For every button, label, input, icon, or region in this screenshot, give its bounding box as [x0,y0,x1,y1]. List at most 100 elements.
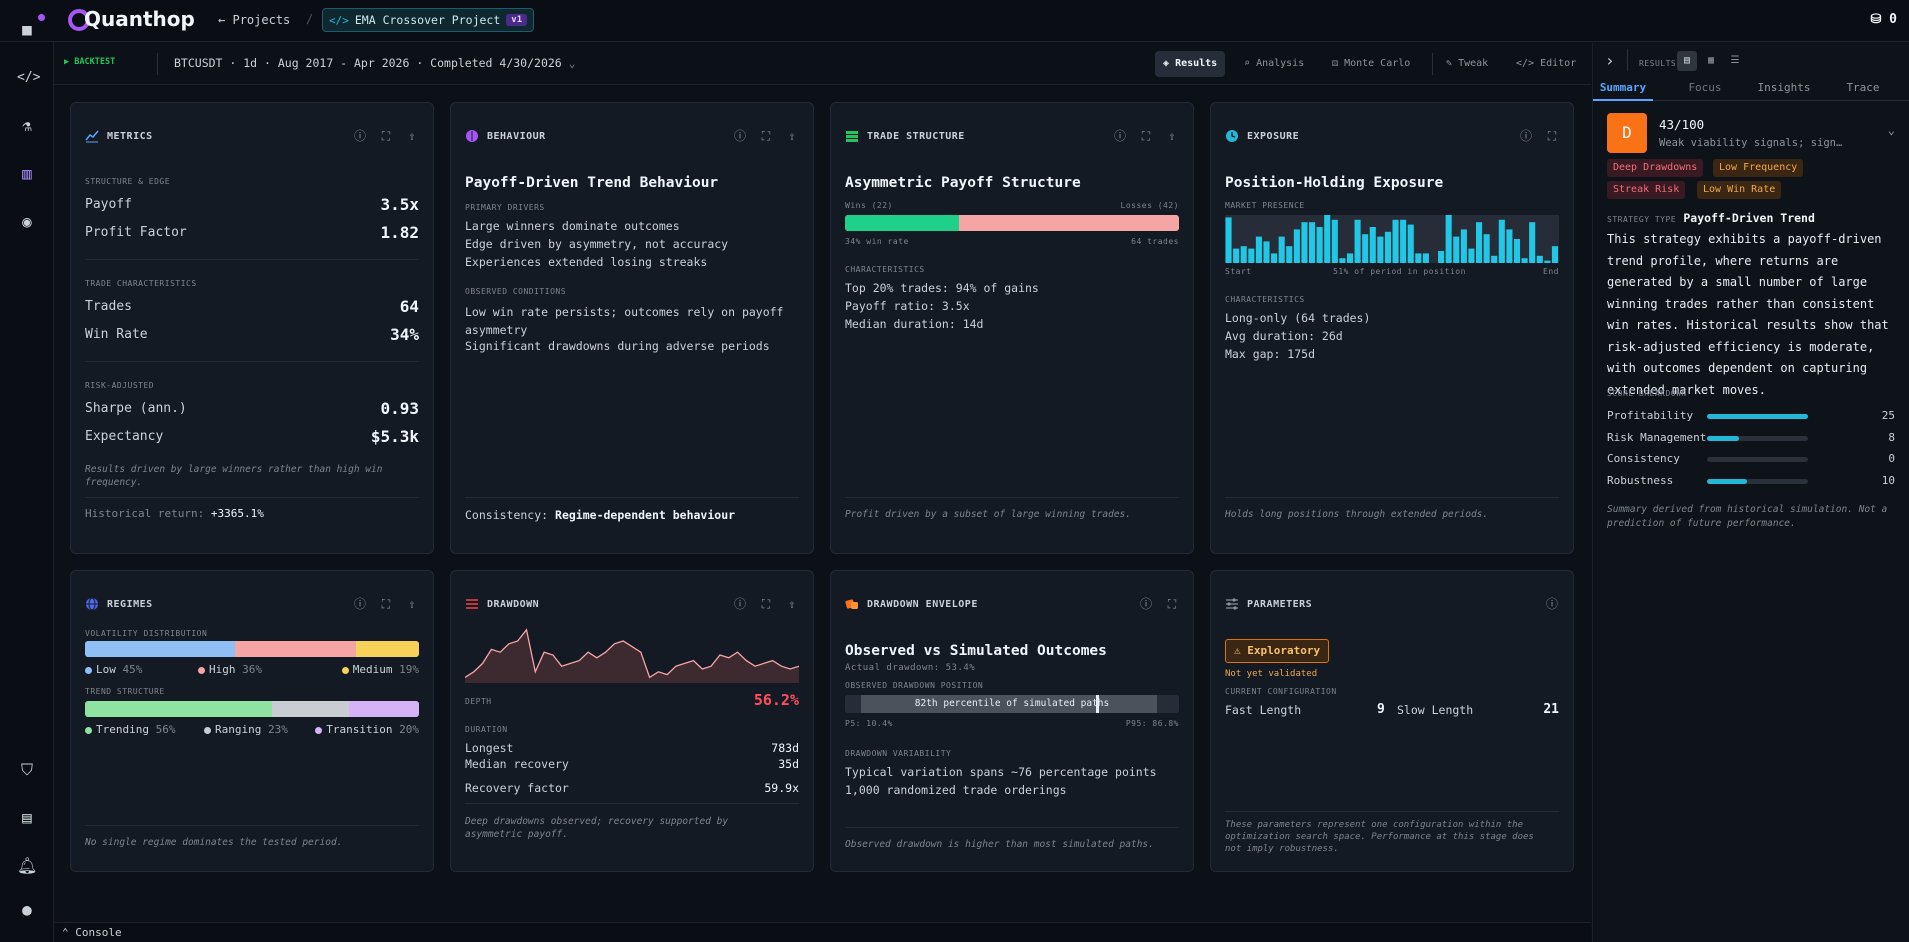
legend-name: Medium [352,663,393,676]
score-value: 8 [1888,430,1895,444]
credits[interactable]: ⛁ 0 [1870,12,1897,27]
score-label: Robustness [1607,473,1674,487]
book-icon[interactable]: ▤ [22,808,32,827]
score-label: Consistency [1607,452,1680,465]
section-caption: DRAWDOWN VARIABILITY [845,749,952,758]
bell-icon[interactable]: 🔔︎ [17,856,38,875]
tab-analysis[interactable]: ⌕ Analysis [1244,51,1304,77]
section-caption: CURRENT CONFIGURATION [1225,687,1337,696]
doc-view-icon[interactable]: ▤ [1677,51,1697,71]
layers-icon: ◈ [1163,58,1170,69]
exposure-bar [1460,229,1467,263]
drawdown-envelope-card: DRAWDOWN ENVELOPE ⓘ ⛶ Observed vs Simula… [830,570,1194,872]
variability-item: 1,000 randomized trade orderings [845,783,1067,797]
tag-deep-drawdowns: Deep Drawdowns [1607,159,1704,177]
user-icon[interactable]: ● [22,900,32,919]
legend-ranging: Ranging 23% [204,723,288,736]
driver-item: Edge driven by asymmetry, not accuracy [465,237,729,251]
param-value[interactable]: 9 [1377,702,1385,717]
expand-icon[interactable]: ⛶ [1141,129,1151,143]
tab-monte-carlo[interactable]: ⚄ Monte Carlo [1332,51,1410,77]
exposure-bar [1422,253,1429,263]
legend-dot [315,726,323,734]
driver-item: Large winners dominate outcomes [465,219,680,233]
tab-editor[interactable]: </> Editor [1516,51,1576,77]
exposure-bar [1278,236,1285,263]
folder-icon[interactable]: ■ [22,20,32,39]
info-icon[interactable]: ⓘ [353,597,366,611]
exposure-bar [1225,217,1232,263]
tab-trace[interactable]: Trace [1846,81,1880,94]
arrow-left-icon: ← [218,13,226,27]
logo-text[interactable]: Quanthop [84,7,195,31]
p95-label: P95: 86.8% [1125,719,1179,728]
warning-icon: ⚠ [1234,644,1241,657]
export-icon[interactable]: ⇪ [1168,129,1176,143]
expand-icon[interactable]: ⛶ [381,129,391,143]
expand-icon[interactable]: ⛶ [761,129,771,143]
param-value[interactable]: 21 [1543,702,1559,717]
regime-segment [272,701,349,717]
export-icon[interactable]: ⇪ [408,597,416,611]
export-icon[interactable]: ⇪ [788,129,796,143]
info-icon[interactable]: ⓘ [1139,597,1152,611]
exposure-bar [1483,234,1490,263]
run-info-select[interactable]: BTCUSDT · 1d · Aug 2017 - Apr 2026 · Com… [174,56,576,70]
list-view-icon[interactable]: ☰ [1730,55,1740,66]
tab-insights[interactable]: Insights [1757,81,1811,94]
score-fill [1707,478,1748,484]
expand-icon[interactable]: ⛶ [1167,597,1177,611]
flask-icon[interactable]: ⚗ [22,116,32,135]
divider [1432,53,1433,75]
sliders-icon [1226,598,1238,610]
code-icon[interactable]: </> [17,70,41,85]
info-icon[interactable]: ⓘ [1545,597,1558,611]
strategy-description: This strategy exhibits a payoff-driven t… [1607,232,1889,397]
console-toggle[interactable]: ⌃ Console [62,926,122,939]
trades-label: 64 trades [1131,237,1179,246]
info-icon[interactable]: ⓘ [733,129,746,143]
tab-focus[interactable]: Focus [1688,81,1722,94]
logo-icon[interactable] [68,9,90,31]
tab-tweak[interactable]: ✎ Tweak [1446,51,1488,77]
export-icon[interactable]: ⇪ [408,129,416,143]
shield-icon[interactable]: ⛉ [20,760,33,779]
exposure-bar [1240,246,1247,263]
tab-summary[interactable]: Summary [1593,77,1653,101]
characteristic: Avg duration: 26d [1225,329,1343,343]
variability-item: Typical variation spans ~76 percentage p… [845,765,1157,779]
expand-icon[interactable]: ⛶ [381,597,391,611]
export-icon[interactable]: ⇪ [788,597,796,611]
hist-value: +3365.1% [210,507,264,520]
dice-icon [845,599,858,609]
exposure-bar [1271,253,1278,263]
metric-value: 3.5x [380,195,419,214]
expand-icon[interactable]: ⛶ [761,597,771,611]
section-caption: OBSERVED DRAWDOWN POSITION [845,681,984,690]
brain-icon[interactable]: ◉ [22,212,32,231]
divider [1627,49,1628,71]
card-heading: Payoff-Driven Trend Behaviour [465,175,719,191]
regimes-card: REGIMES ⓘ ⛶ ⇪ VOLATILITY DISTRIBUTION Lo… [70,570,434,872]
info-icon[interactable]: ⓘ [1113,129,1126,143]
tab-results[interactable]: ◈ Results [1155,51,1226,77]
notes-view-icon[interactable]: ▦ [1707,55,1715,66]
expand-chevron-icon[interactable]: ⌄ [1887,123,1895,137]
info-icon[interactable]: ⓘ [733,597,746,611]
score-fill [1707,435,1740,441]
expand-icon[interactable]: ⛶ [1547,129,1557,143]
legend-pct: 19% [399,663,419,676]
results-grid: METRICS ⓘ ⛶ ⇪ STRUCTURE & EDGE Payoff 3.… [54,86,1591,922]
collapse-icon[interactable]: › [1605,51,1615,70]
legend-medium: Medium 19% [341,663,419,676]
project-chip[interactable]: </> EMA Crossover Project v1 [322,8,535,32]
score-value: 10 [1881,473,1895,487]
info-icon[interactable]: ⓘ [1519,129,1532,143]
console-bar[interactable]: ⌃ Console [54,922,1591,942]
wins-label: Wins (22) [845,201,893,210]
info-icon[interactable]: ⓘ [353,129,366,143]
back-projects-link[interactable]: ← Projects [218,13,290,27]
characteristic: Top 20% trades: 94% of gains [845,281,1039,295]
chart-icon[interactable]: ▥ [22,164,32,183]
depth-value: 56.2% [753,691,799,709]
